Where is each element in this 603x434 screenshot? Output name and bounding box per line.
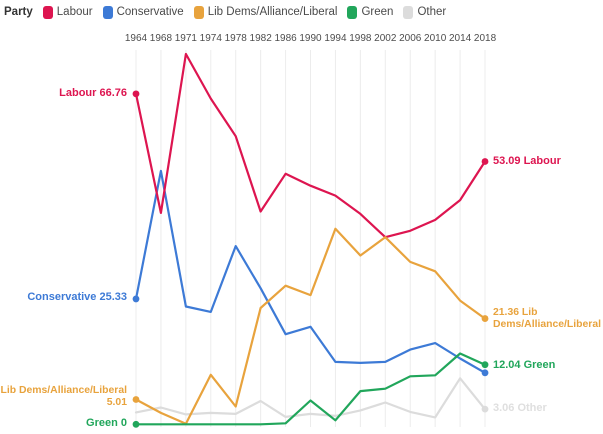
- series-line-other[interactable]: [134, 377, 487, 419]
- libdem-start-label-line1: Lib Dems/Alliance/Liberal: [0, 385, 127, 396]
- legend-item-label: Lib Dems/Alliance/Liberal: [207, 6, 338, 18]
- series-start-dot-conservative[interactable]: [132, 295, 140, 303]
- series-start-dot-libdem[interactable]: [132, 396, 140, 403]
- libdem-start-label-line2: 5.01: [106, 397, 127, 408]
- legend-item-green[interactable]: Green: [347, 5, 394, 19]
- x-axis-label: 2014: [449, 33, 472, 44]
- legend-item-label: Other: [417, 6, 447, 18]
- x-axis-label: 2018: [474, 33, 497, 44]
- libdem-end-label: 21.36 Lib Dems/Alliance/Liberal: [493, 307, 601, 331]
- x-axis-label: 1994: [324, 33, 347, 44]
- x-axis-label: 2002: [374, 33, 397, 44]
- x-axis-label: 1986: [274, 33, 297, 44]
- green-swatch-icon: [347, 5, 358, 19]
- series-end-dot-libdem[interactable]: [481, 315, 489, 322]
- x-axis-label: 1971: [175, 33, 198, 44]
- labour-start-label: Labour 66.76: [59, 87, 127, 99]
- x-axis-label: 2010: [424, 33, 447, 44]
- legend-item-label: Green: [361, 6, 394, 18]
- libdem-swatch-icon: [193, 5, 204, 19]
- conservative-swatch-icon: [102, 5, 113, 19]
- libdem-end-label-line2: Dems/Alliance/Liberal: [493, 319, 601, 330]
- legend-item-conservative[interactable]: Conservative: [102, 5, 184, 19]
- series-end-dot-green[interactable]: [481, 361, 489, 369]
- series-start-dot-labour[interactable]: [132, 90, 140, 98]
- series-end-dot-other[interactable]: [481, 405, 489, 413]
- series-line-labour[interactable]: [134, 52, 487, 239]
- x-axis-label: 1990: [299, 33, 322, 44]
- x-axis-label: 1964: [125, 33, 148, 44]
- x-axis-label: 1982: [250, 33, 273, 44]
- x-axis-label: 1974: [200, 33, 223, 44]
- legend-item-labour[interactable]: Labour: [42, 5, 93, 19]
- legend-item-label: Labour: [56, 6, 93, 18]
- other-end-label: 3.06 Other: [493, 402, 547, 414]
- series-line-green[interactable]: [134, 352, 487, 426]
- series-line-conservative[interactable]: [134, 169, 487, 374]
- conservative-start-label: Conservative 25.33: [27, 291, 127, 303]
- legend: Party Labour Conservative Lib Dems/Allia…: [4, 4, 446, 20]
- libdem-start-label: Lib Dems/Alliance/Liberal 5.01: [1, 385, 127, 409]
- x-axis-label: 1998: [349, 33, 372, 44]
- series-line-lib-dems-alliance-liberal[interactable]: [134, 227, 487, 425]
- series-end-dot-labour[interactable]: [481, 158, 489, 165]
- green-end-label: 12.04 Green: [493, 359, 556, 371]
- legend-item-libdem[interactable]: Lib Dems/Alliance/Liberal: [193, 5, 338, 19]
- labour-end-label: 53.09 Labour: [493, 155, 561, 167]
- legend-item-other[interactable]: Other: [403, 5, 447, 19]
- legend-title: Party: [4, 6, 33, 18]
- labour-swatch-icon: [42, 5, 53, 19]
- x-axis-label: 2006: [399, 33, 422, 44]
- libdem-end-label-line1: 21.36 Lib: [493, 307, 538, 318]
- series-start-dot-green[interactable]: [132, 420, 140, 428]
- x-axis-label: 1968: [150, 33, 173, 44]
- series-end-dot-conservative[interactable]: [481, 369, 489, 377]
- other-swatch-icon: [403, 5, 414, 19]
- green-start-label: Green 0: [86, 417, 127, 429]
- x-axis-label: 1978: [225, 33, 248, 44]
- legend-item-label: Conservative: [116, 6, 184, 18]
